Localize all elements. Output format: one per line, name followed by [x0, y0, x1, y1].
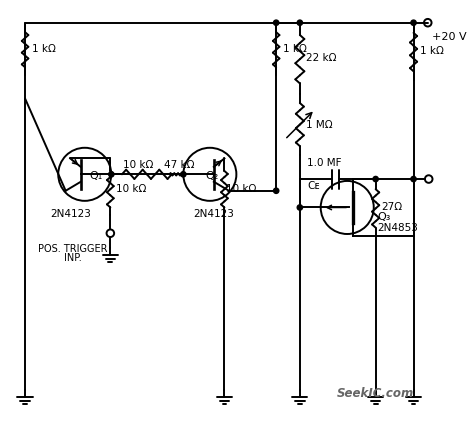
Text: 27Ω: 27Ω [381, 203, 402, 213]
Circle shape [109, 172, 114, 177]
Circle shape [411, 176, 416, 182]
Circle shape [373, 176, 378, 182]
Text: 1 kΩ: 1 kΩ [283, 44, 306, 54]
Text: 2N4123: 2N4123 [193, 209, 234, 219]
Text: 2N4123: 2N4123 [51, 209, 92, 219]
Circle shape [274, 188, 279, 194]
Text: 10 kΩ: 10 kΩ [123, 159, 154, 170]
Circle shape [297, 20, 303, 25]
Text: 1.0 MF: 1.0 MF [307, 158, 342, 168]
Text: 10 kΩ: 10 kΩ [227, 184, 257, 194]
Text: Cᴇ: Cᴇ [307, 181, 320, 191]
Text: INP.: INP. [63, 253, 81, 263]
Text: 22 kΩ: 22 kΩ [306, 53, 337, 63]
Text: SeekIC.com: SeekIC.com [337, 387, 414, 400]
Text: Q₃: Q₃ [377, 212, 391, 222]
Text: 2N4853: 2N4853 [377, 223, 418, 233]
Text: 1 kΩ: 1 kΩ [31, 44, 55, 54]
Text: +20 V: +20 V [432, 32, 467, 42]
Text: Q₁: Q₁ [89, 171, 103, 181]
Circle shape [180, 172, 186, 177]
Text: 1 MΩ: 1 MΩ [306, 120, 333, 130]
Circle shape [274, 20, 279, 25]
Text: 10 kΩ: 10 kΩ [116, 184, 147, 194]
Text: POS. TRIGGER: POS. TRIGGER [38, 244, 107, 254]
Text: 1 kΩ: 1 kΩ [420, 46, 444, 56]
Circle shape [297, 205, 303, 210]
Text: Q₂: Q₂ [205, 171, 219, 181]
Text: 47 kΩ: 47 kΩ [164, 159, 194, 170]
Circle shape [411, 20, 416, 25]
